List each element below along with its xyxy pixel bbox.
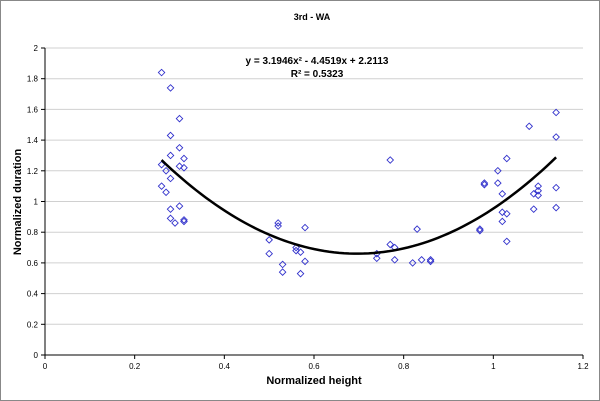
data-point — [175, 143, 184, 152]
data-point — [301, 257, 309, 266]
gridlines — [45, 47, 583, 325]
data-point — [274, 222, 282, 230]
y-tick-label: 0.6 — [27, 259, 39, 268]
data-point — [408, 259, 417, 267]
y-tick-label: 0.2 — [27, 320, 39, 329]
y-tick-label: 2 — [34, 44, 39, 53]
x-tick-label: 1 — [491, 362, 496, 371]
data-point — [476, 225, 484, 233]
data-point — [493, 179, 502, 187]
data-point — [493, 166, 502, 175]
data-point — [502, 209, 511, 218]
data-point — [498, 189, 507, 198]
data-point — [534, 191, 543, 200]
y-tick-label: 0.4 — [27, 290, 39, 299]
data-point — [180, 217, 188, 226]
data-point — [552, 133, 560, 141]
x-tick-label: 0.6 — [308, 362, 320, 371]
data-point — [386, 240, 395, 249]
data-point — [166, 214, 175, 223]
data-point — [162, 166, 170, 175]
y-tick-label: 0 — [34, 351, 39, 360]
trendline-r-squared: R² = 0.5323 — [291, 69, 344, 80]
data-point — [180, 154, 188, 163]
data-point — [552, 108, 560, 117]
data-point — [534, 186, 543, 195]
data-point — [552, 183, 560, 192]
data-point — [166, 151, 175, 160]
data-point — [175, 202, 184, 210]
data-point — [180, 216, 188, 224]
data-point — [166, 174, 175, 183]
data-point — [426, 255, 435, 264]
data-point — [265, 249, 274, 258]
data-point — [372, 254, 381, 263]
x-axis-label: Normalized height — [266, 375, 362, 387]
data-point — [498, 217, 507, 226]
data-point — [301, 223, 309, 232]
data-point — [157, 68, 166, 77]
data-point — [480, 179, 489, 187]
data-point — [157, 182, 166, 190]
data-point — [162, 188, 170, 197]
chart-title: 3rd - WA — [294, 12, 331, 22]
x-tick-label: 0 — [43, 362, 48, 371]
y-tick-label: 1.8 — [27, 75, 39, 84]
x-tick-label: 0.4 — [219, 362, 231, 371]
data-point — [292, 246, 300, 255]
y-tick-labels: 0 0.2 0.4 0.6 0.8 1 1.2 1.4 1.6 1.8 2 — [27, 44, 45, 360]
data-point — [552, 203, 560, 212]
data-point — [166, 84, 175, 92]
data-point — [292, 243, 300, 252]
data-point — [534, 182, 543, 190]
data-point — [166, 131, 175, 140]
data-point — [296, 248, 305, 256]
x-tick-label: 0.8 — [398, 362, 410, 371]
x-tick-label: 1.2 — [577, 362, 589, 371]
data-point — [502, 237, 511, 246]
y-tick-label: 1.6 — [27, 105, 39, 114]
data-point — [426, 257, 435, 266]
data-point — [386, 156, 395, 164]
trendline-curve — [160, 156, 557, 255]
y-axis-label: Normalized duration — [12, 149, 24, 256]
data-point — [278, 268, 287, 276]
y-tick-label: 1.4 — [27, 136, 39, 145]
y-tick-label: 0.8 — [27, 228, 39, 237]
data-point — [417, 255, 426, 264]
data-point — [413, 225, 421, 233]
data-point — [502, 154, 511, 163]
data-point — [498, 208, 507, 217]
trendline-equation: y = 3.1946x² - 4.4519x + 2.2113 — [246, 56, 389, 67]
data-point — [265, 236, 274, 244]
data-point — [529, 189, 538, 198]
data-point — [278, 260, 287, 269]
x-tick-label: 0.2 — [129, 362, 141, 371]
y-tick-label: 1.2 — [27, 167, 39, 176]
y-tick-label: 1 — [34, 198, 39, 207]
data-point — [390, 255, 399, 264]
data-point — [525, 122, 534, 131]
data-point — [529, 205, 538, 214]
data-point — [171, 219, 179, 227]
data-points — [157, 68, 560, 278]
data-point — [175, 114, 184, 123]
x-tick-labels: 0 0.2 0.4 0.6 0.8 1 1.2 — [43, 355, 589, 371]
data-point — [296, 269, 305, 278]
data-point — [166, 205, 175, 214]
data-point — [274, 219, 282, 227]
data-point — [175, 162, 184, 171]
data-point — [180, 163, 188, 172]
